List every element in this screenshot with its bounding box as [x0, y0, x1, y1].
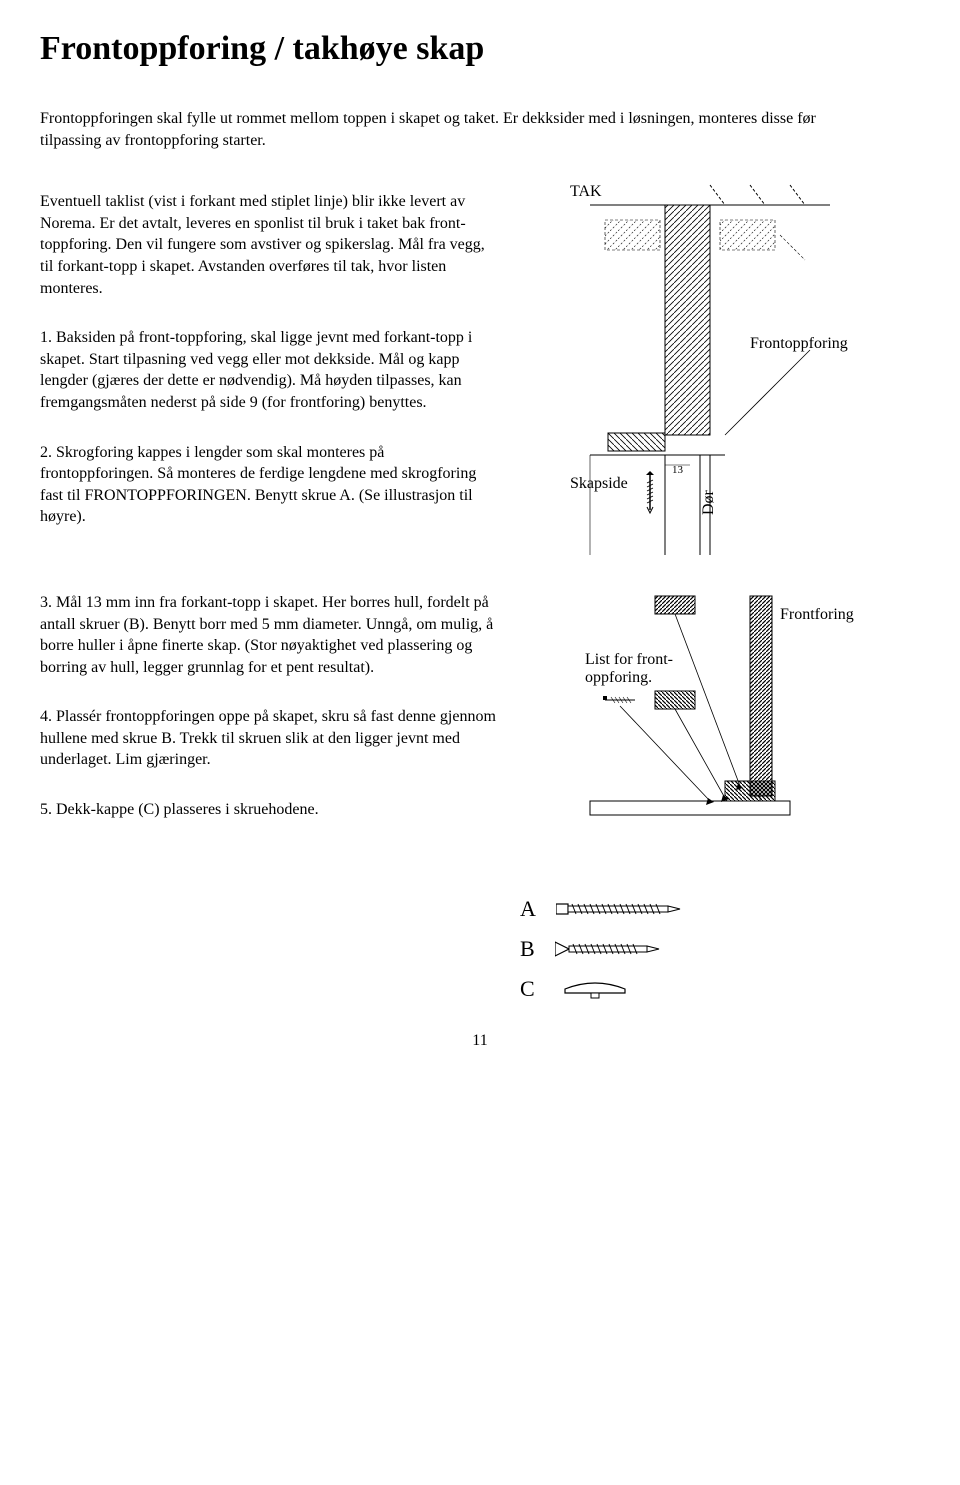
screw-label-b: B: [520, 936, 535, 962]
label-skapside: Skapside: [570, 475, 628, 493]
screw-b-icon: [555, 938, 665, 960]
label-tak: TAK: [570, 183, 602, 201]
label-list: List for front- oppforing.: [585, 651, 705, 687]
label-dor: Dør: [700, 490, 718, 515]
diagram-ceiling-cabinet: 13 TAK Frontoppforing Skapside Dør: [530, 175, 850, 555]
screw-legend: A B C: [520, 896, 920, 1002]
step-1: 1. Baksiden på front-toppforing, skal li…: [40, 327, 500, 413]
taklist-paragraph: Eventuell taklist (vist i forkant med st…: [40, 191, 500, 299]
step-5: 5. Dekk-kappe (C) plasseres i skruehoden…: [40, 799, 500, 821]
cap-c-icon: [555, 979, 635, 999]
step-2: 2. Skrogforing kappes i lengder som skal…: [40, 442, 500, 528]
intro-paragraph: Frontoppforingen skal fylle ut rommet me…: [40, 108, 860, 151]
screw-a-icon: [556, 898, 686, 920]
label-frontforing: Frontforing: [780, 606, 854, 624]
screw-label-c: C: [520, 976, 535, 1002]
step-3: 3. Mål 13 mm inn fra forkant-topp i skap…: [40, 592, 500, 678]
step-4: 4. Plassér frontoppforingen oppe på skap…: [40, 706, 500, 771]
page-title: Frontoppforing / takhøye skap: [40, 30, 920, 68]
label-frontoppforing: Frontoppforing: [750, 335, 848, 353]
page-number: 11: [40, 1032, 920, 1050]
screw-label-a: A: [520, 896, 536, 922]
diagram-frontforing-assembly: Frontforing List for front- oppforing.: [530, 576, 850, 876]
svg-text:13: 13: [672, 464, 684, 476]
